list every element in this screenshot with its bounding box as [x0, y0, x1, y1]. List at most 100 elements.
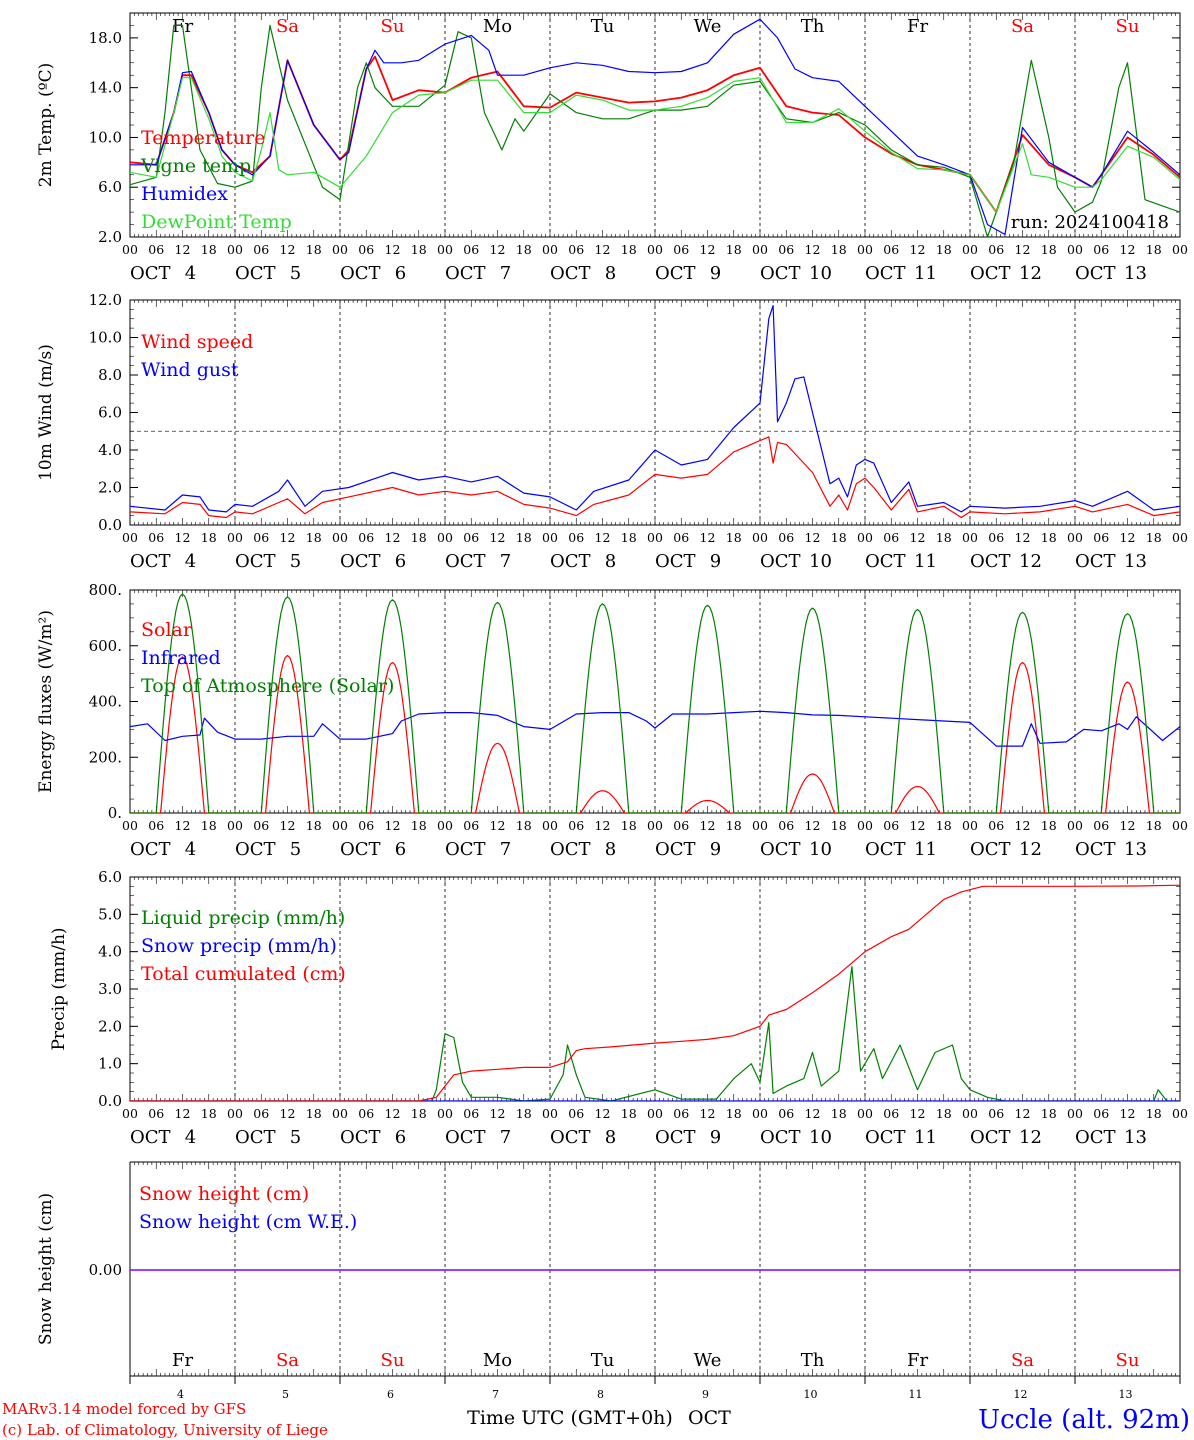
bottom-weekday-label: Sa	[276, 1350, 299, 1371]
hour-tick-label: 12	[1120, 1106, 1136, 1121]
hour-tick-label: 12	[595, 818, 611, 833]
y-tick-label: 8.0	[98, 366, 122, 384]
series-line-wind-speed	[130, 436, 1180, 519]
legend-snow-height-cm-w-e-: Snow height (cm W.E.)	[139, 1211, 357, 1233]
hour-tick-label: 18	[306, 242, 322, 257]
y-tick-label: 2.0	[98, 1017, 122, 1035]
bottom-day-number: 9	[702, 1388, 709, 1401]
hour-tick-label: 18	[306, 1106, 322, 1121]
hour-tick-label: 18	[726, 1106, 742, 1121]
hour-tick-label: 12	[175, 530, 191, 545]
bottom-day-number: 5	[282, 1388, 289, 1401]
hour-tick-label: 00	[227, 242, 243, 257]
y-tick-label: 400.	[89, 693, 122, 711]
hour-tick-label: 06	[988, 242, 1004, 257]
date-month-label: OCT	[760, 263, 801, 284]
date-month-label: OCT	[550, 839, 591, 860]
date-day-label: 12	[1019, 551, 1042, 572]
weekday-label: We	[694, 16, 722, 37]
hour-tick-label: 12	[700, 818, 716, 833]
panel-fluxes: 0. 200. 400. 600. 800. Energy fluxes (W/m²) 00…	[36, 581, 1188, 860]
hour-tick-label: 18	[726, 242, 742, 257]
plot-frame	[129, 299, 1181, 526]
date-day-label: 11	[914, 1127, 937, 1148]
y-tick-label: 4.0	[98, 943, 122, 961]
legend-wind-gust: Wind gust	[141, 359, 239, 381]
hour-tick-label: 12	[595, 242, 611, 257]
hour-tick-label: 12	[1120, 530, 1136, 545]
date-day-label: 13	[1124, 551, 1147, 572]
date-day-label: 13	[1124, 1127, 1147, 1148]
date-month-label: OCT	[550, 263, 591, 284]
legend-snow-height-cm-: Snow height (cm)	[139, 1183, 309, 1205]
hour-tick-label: 06	[883, 1106, 899, 1121]
hour-tick-label: 18	[936, 818, 952, 833]
date-day-label: 9	[710, 551, 721, 572]
hour-tick-label: 18	[621, 818, 637, 833]
date-month-label: OCT	[130, 1127, 171, 1148]
date-day-label: 10	[809, 1127, 832, 1148]
hour-tick-label: 18	[1041, 818, 1057, 833]
hour-tick-label: 12	[805, 818, 821, 833]
hour-tick-label: 18	[621, 1106, 637, 1121]
hour-tick-label: 00	[1172, 530, 1188, 545]
hour-tick-label: 12	[175, 818, 191, 833]
run-label: run: 2024100418	[1011, 212, 1169, 233]
y-tick-label: 200.	[89, 748, 122, 766]
hour-tick-label: 00	[227, 818, 243, 833]
date-day-label: 6	[395, 1127, 406, 1148]
plot-frame	[129, 589, 1181, 814]
hour-tick-label: 18	[516, 1106, 532, 1121]
hour-tick-label: 06	[463, 530, 479, 545]
hour-tick-label: 06	[988, 818, 1004, 833]
hour-tick-label: 06	[148, 242, 164, 257]
hour-tick-label: 00	[332, 1106, 348, 1121]
hour-tick-label: 06	[988, 530, 1004, 545]
bottom-weekday-label: Mo	[483, 1350, 512, 1371]
hour-tick-label: 00	[542, 818, 558, 833]
date-day-label: 11	[914, 551, 937, 572]
hour-tick-label: 06	[778, 818, 794, 833]
date-month-label: OCT	[445, 839, 486, 860]
hour-tick-label: 06	[463, 242, 479, 257]
x-axis-title: Time UTC (GMT+0h)	[467, 1407, 673, 1429]
hour-tick-label: 00	[1172, 1106, 1188, 1121]
bottom-day-number: 8	[597, 1388, 604, 1401]
hour-tick-label: 18	[201, 1106, 217, 1121]
weekday-label: Sa	[276, 16, 299, 37]
hour-tick-label: 00	[647, 1106, 663, 1121]
hour-tick-label: 00	[227, 1106, 243, 1121]
hour-tick-label: 12	[700, 1106, 716, 1121]
bottom-day-number: 12	[1014, 1388, 1028, 1401]
hour-tick-label: 18	[726, 530, 742, 545]
bottom-day-number: 11	[909, 1388, 923, 1401]
date-month-label: OCT	[760, 551, 801, 572]
footer-model-credit: MARv3.14 model forced by GFS	[2, 1400, 246, 1418]
panel-precip: 0.0 1.0 2.0 3.0 4.0 5.0 6.0 Precip (mm/h) 00 06 12…	[49, 868, 1188, 1148]
weekday-label: Su	[381, 16, 405, 37]
date-month-label: OCT	[445, 551, 486, 572]
hour-tick-label: 06	[778, 530, 794, 545]
hour-tick-label: 06	[253, 242, 269, 257]
hour-tick-label: 00	[1067, 530, 1083, 545]
hour-tick-label: 12	[910, 1106, 926, 1121]
bottom-weekday-label: Fr	[907, 1350, 928, 1371]
hour-tick-label: 06	[463, 1106, 479, 1121]
hour-tick-label: 12	[385, 818, 401, 833]
date-day-label: 12	[1019, 839, 1042, 860]
weekday-label: Tu	[591, 16, 615, 37]
hour-tick-label: 18	[411, 242, 427, 257]
hour-tick-label: 18	[831, 1106, 847, 1121]
date-day-label: 13	[1124, 263, 1147, 284]
bottom-day-number: 7	[492, 1388, 499, 1401]
date-month-label: OCT	[340, 839, 381, 860]
y-tick-label: 18.0	[89, 29, 122, 47]
series-line-infrared	[130, 710, 1180, 747]
series-group	[130, 18, 1180, 237]
date-day-label: 8	[605, 263, 616, 284]
hour-tick-label: 06	[568, 530, 584, 545]
hour-tick-label: 06	[673, 530, 689, 545]
date-day-label: 10	[809, 551, 832, 572]
hour-tick-label: 00	[1172, 818, 1188, 833]
hour-tick-label: 18	[201, 530, 217, 545]
